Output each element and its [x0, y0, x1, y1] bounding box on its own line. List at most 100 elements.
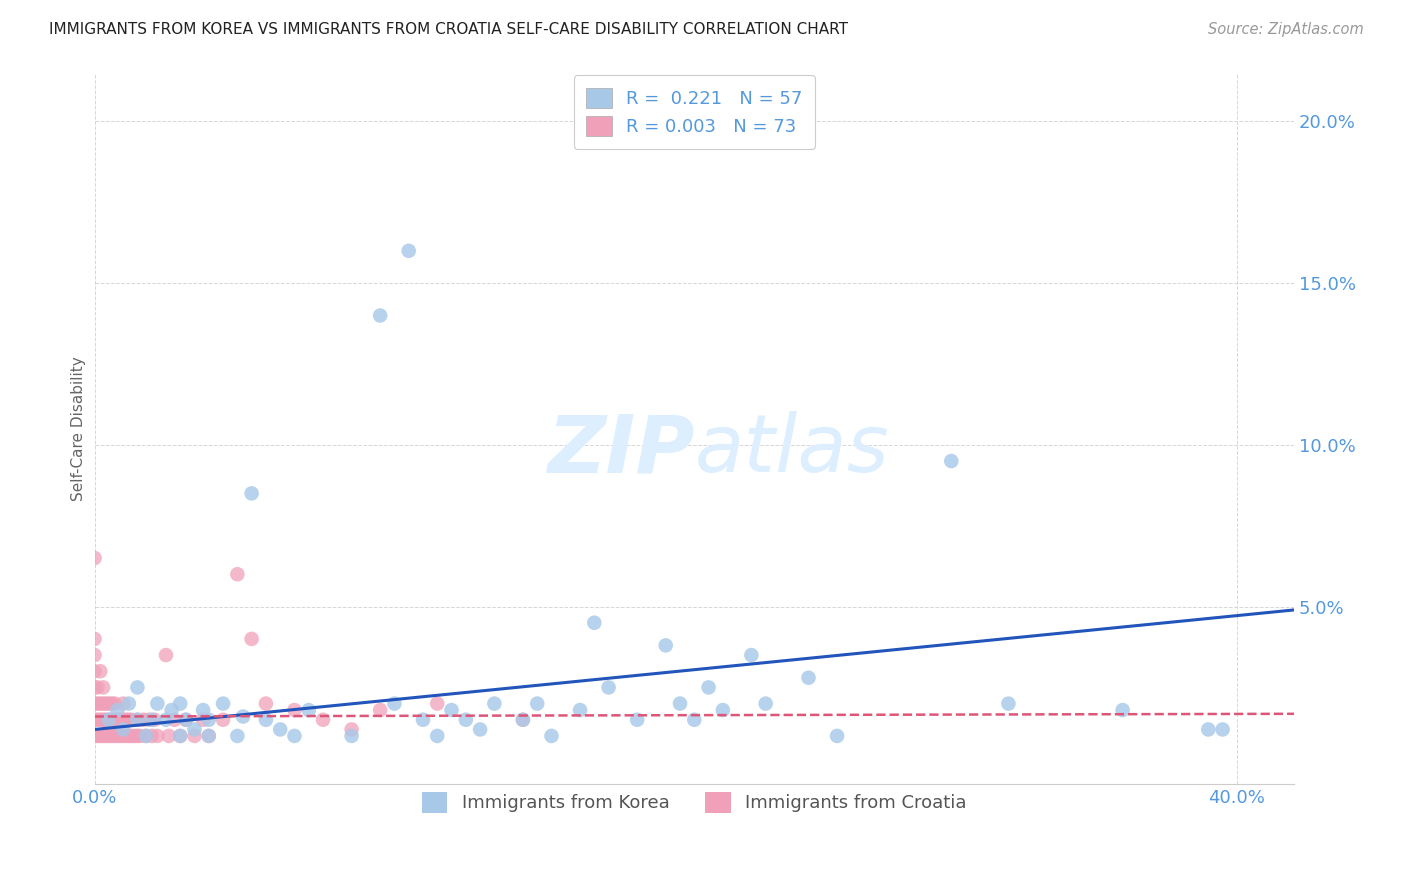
- Point: [598, 681, 620, 695]
- Point: [97, 697, 120, 711]
- Point: [1212, 723, 1234, 737]
- Point: [103, 697, 125, 711]
- Point: [141, 729, 163, 743]
- Point: [825, 729, 848, 743]
- Point: [83, 632, 105, 646]
- Point: [89, 713, 111, 727]
- Point: [198, 729, 221, 743]
- Point: [107, 713, 129, 727]
- Point: [1111, 703, 1133, 717]
- Point: [368, 703, 391, 717]
- Point: [283, 703, 305, 717]
- Y-axis label: Self-Care Disability: Self-Care Disability: [72, 356, 86, 501]
- Point: [512, 713, 534, 727]
- Point: [240, 486, 263, 500]
- Point: [232, 709, 254, 723]
- Point: [683, 713, 706, 727]
- Point: [454, 713, 477, 727]
- Point: [146, 697, 169, 711]
- Point: [512, 713, 534, 727]
- Point: [135, 729, 157, 743]
- Point: [110, 713, 132, 727]
- Point: [118, 729, 141, 743]
- Point: [755, 697, 778, 711]
- Point: [583, 615, 606, 630]
- Point: [100, 729, 122, 743]
- Point: [83, 681, 105, 695]
- Point: [697, 681, 720, 695]
- Point: [97, 713, 120, 727]
- Point: [298, 703, 321, 717]
- Point: [468, 723, 491, 737]
- Point: [740, 648, 762, 662]
- Point: [103, 729, 125, 743]
- Point: [83, 697, 105, 711]
- Point: [654, 639, 676, 653]
- Point: [198, 729, 221, 743]
- Point: [124, 729, 146, 743]
- Text: IMMIGRANTS FROM KOREA VS IMMIGRANTS FROM CROATIA SELF-CARE DISABILITY CORRELATIO: IMMIGRANTS FROM KOREA VS IMMIGRANTS FROM…: [49, 22, 848, 37]
- Point: [340, 729, 363, 743]
- Point: [174, 713, 197, 727]
- Point: [97, 713, 120, 727]
- Point: [626, 713, 648, 727]
- Point: [254, 697, 277, 711]
- Point: [169, 697, 191, 711]
- Point: [91, 729, 114, 743]
- Point: [269, 723, 291, 737]
- Point: [283, 729, 305, 743]
- Point: [107, 729, 129, 743]
- Point: [100, 713, 122, 727]
- Point: [115, 713, 138, 727]
- Point: [340, 723, 363, 737]
- Point: [121, 729, 143, 743]
- Point: [127, 713, 149, 727]
- Point: [169, 729, 191, 743]
- Point: [86, 713, 108, 727]
- Point: [112, 729, 135, 743]
- Point: [83, 713, 105, 727]
- Point: [169, 729, 191, 743]
- Point: [540, 729, 562, 743]
- Point: [94, 729, 117, 743]
- Point: [163, 713, 186, 727]
- Point: [86, 681, 108, 695]
- Point: [83, 665, 105, 679]
- Point: [226, 567, 249, 582]
- Point: [569, 703, 592, 717]
- Point: [86, 729, 108, 743]
- Point: [669, 697, 692, 711]
- Point: [146, 729, 169, 743]
- Point: [160, 703, 183, 717]
- Text: atlas: atlas: [695, 411, 889, 489]
- Point: [398, 244, 420, 258]
- Point: [426, 729, 449, 743]
- Point: [212, 697, 235, 711]
- Point: [155, 648, 177, 662]
- Point: [426, 697, 449, 711]
- Point: [484, 697, 506, 711]
- Point: [198, 713, 221, 727]
- Point: [103, 713, 125, 727]
- Point: [312, 713, 335, 727]
- Text: Source: ZipAtlas.com: Source: ZipAtlas.com: [1208, 22, 1364, 37]
- Point: [110, 729, 132, 743]
- Point: [191, 713, 214, 727]
- Point: [941, 454, 963, 468]
- Point: [86, 697, 108, 711]
- Point: [94, 713, 117, 727]
- Point: [83, 729, 105, 743]
- Point: [112, 723, 135, 737]
- Point: [83, 551, 105, 566]
- Point: [711, 703, 734, 717]
- Point: [97, 729, 120, 743]
- Point: [412, 713, 434, 727]
- Point: [1197, 723, 1219, 737]
- Point: [91, 713, 114, 727]
- Point: [157, 729, 180, 743]
- Point: [115, 729, 138, 743]
- Point: [91, 697, 114, 711]
- Point: [240, 632, 263, 646]
- Point: [127, 729, 149, 743]
- Point: [132, 713, 155, 727]
